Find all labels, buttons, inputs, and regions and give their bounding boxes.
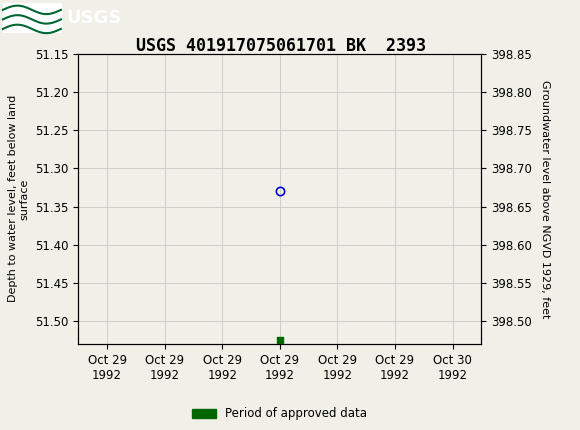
Bar xyxy=(3,3,61,32)
Text: USGS 401917075061701 BK  2393: USGS 401917075061701 BK 2393 xyxy=(136,37,426,55)
Text: USGS: USGS xyxy=(67,9,122,27)
Y-axis label: Depth to water level, feet below land
surface: Depth to water level, feet below land su… xyxy=(8,95,30,302)
Legend: Period of approved data: Period of approved data xyxy=(187,403,372,425)
Y-axis label: Groundwater level above NGVD 1929, feet: Groundwater level above NGVD 1929, feet xyxy=(541,80,550,318)
